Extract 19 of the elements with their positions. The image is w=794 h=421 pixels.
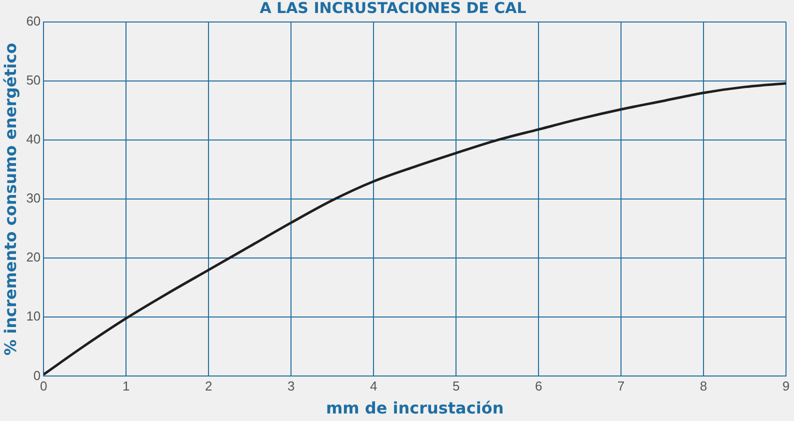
x-tick-label: 1 bbox=[122, 378, 130, 394]
y-tick-label: 20 bbox=[26, 250, 41, 265]
y-tick-label: 50 bbox=[26, 72, 41, 88]
y-tick-label: 40 bbox=[26, 132, 41, 147]
x-tick-label: 2 bbox=[205, 378, 212, 394]
x-tick-label: 8 bbox=[700, 378, 708, 394]
y-tick-label: 60 bbox=[26, 14, 41, 29]
x-tick-label: 3 bbox=[287, 378, 295, 394]
x-axis-title: mm de incrustación bbox=[326, 398, 504, 418]
y-tick-label: 10 bbox=[26, 308, 41, 324]
x-tick-label: 5 bbox=[452, 378, 460, 394]
x-tick-label: 4 bbox=[370, 378, 378, 394]
chart-title: A LAS INCRUSTACIONES DE CAL bbox=[260, 0, 527, 17]
y-tick-label: 0 bbox=[33, 368, 41, 383]
x-tick-label: 6 bbox=[534, 378, 542, 394]
x-tick-label: 7 bbox=[617, 378, 625, 394]
y-tick-label: 30 bbox=[26, 190, 41, 206]
y-axis-title: % incremento consumo energético bbox=[0, 42, 20, 356]
x-tick-label: 9 bbox=[782, 378, 790, 394]
